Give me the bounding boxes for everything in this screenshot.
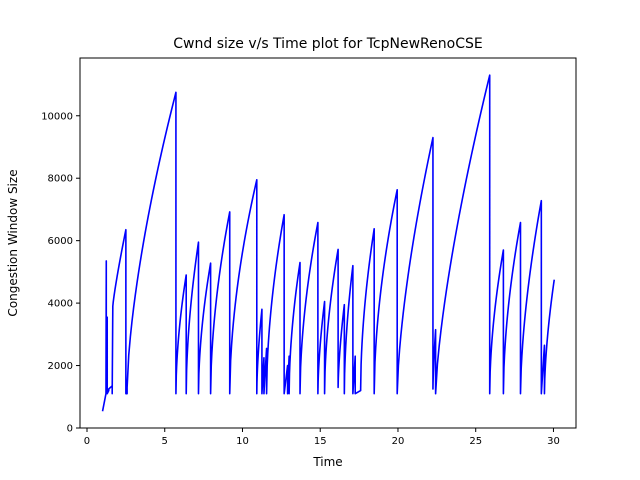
x-tick-label: 30 [547,436,560,447]
y-tick-label: 2000 [48,361,73,372]
x-tick-label: 25 [469,436,482,447]
chart-title: Cwnd size v/s Time plot for TcpNewRenoCS… [173,36,482,52]
x-tick-label: 0 [84,436,90,447]
y-tick-label: 8000 [48,174,73,185]
plot-area [80,58,576,428]
x-tick-label: 10 [236,436,249,447]
x-tick-label: 15 [314,436,327,447]
x-tick-label: 20 [392,436,405,447]
y-tick-label: 4000 [48,299,73,310]
y-axis-label: Congestion Window Size [6,169,20,316]
x-tick-label: 5 [162,436,168,447]
plot-frame [79,57,577,429]
cwnd-series-line [101,74,556,412]
y-tick-label: 10000 [41,111,73,122]
y-tick-label: 0 [67,424,73,435]
axis-ticks: 0 5 10 15 20 25 30 0 2000 4000 6000 8000 10000 [41,111,560,447]
x-axis-label: Time [312,455,342,469]
cwnd-series [101,74,556,412]
y-tick-label: 6000 [48,236,73,247]
